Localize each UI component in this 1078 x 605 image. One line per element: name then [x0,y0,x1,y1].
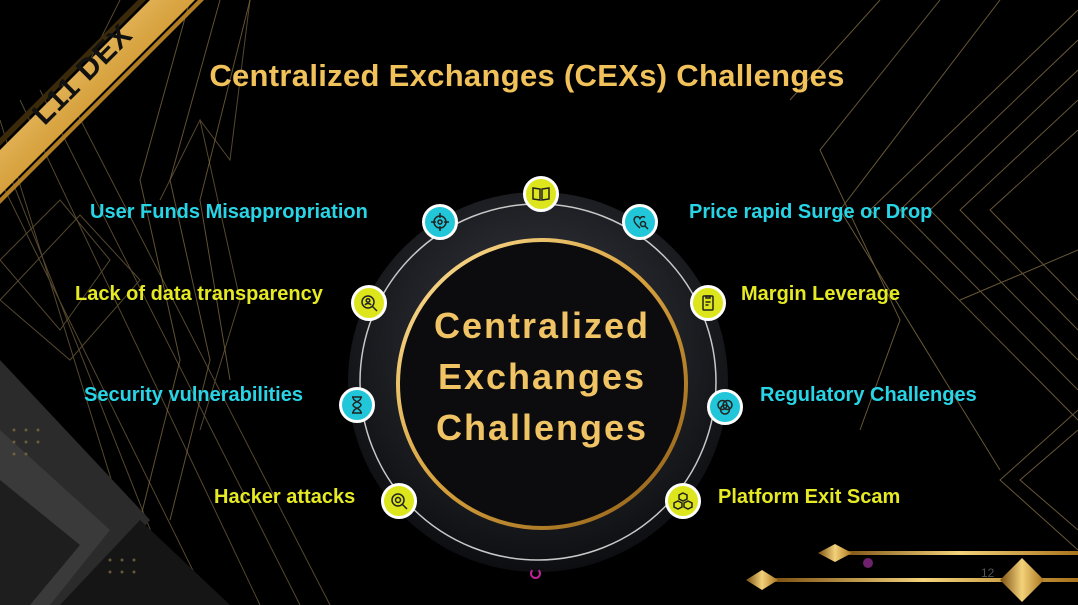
challenge-label-price-surge: Price rapid Surge or Drop [689,201,933,223]
decorative-mark [530,568,541,579]
book-icon [523,176,559,212]
page-number: 12 [981,566,995,580]
challenge-label-data-transparency: Lack of data transparency [75,283,323,305]
center-line-2: Exchanges [437,356,647,397]
center-line-3: Challenges [435,407,649,448]
challenge-label-exit-scam: Platform Exit Scam [718,486,901,508]
center-heading: Centralized Exchanges Challenges [399,300,685,453]
search-person-icon [351,285,387,321]
boxes-icon [665,483,701,519]
challenge-label-regulatory: Regulatory Challenges [760,384,977,406]
virus-search-icon [381,483,417,519]
center-line-1: Centralized [433,305,651,346]
heart-search-icon [622,204,658,240]
page-title: Centralized Exchanges (CEXs) Challenges [0,58,1078,94]
venn-icon [707,389,743,425]
challenge-label-security: Security vulnerabilities [84,384,303,406]
page-title-text: Centralized Exchanges (CEXs) Challenges [209,58,845,93]
challenge-label-hacker-attacks: Hacker attacks [214,486,356,508]
crosshair-icon [422,204,458,240]
hourglass-icon [339,387,375,423]
challenge-label-user-funds: User Funds Misappropriation [90,201,368,223]
challenge-label-margin-leverage: Margin Leverage [741,283,900,305]
clipboard-icon [690,285,726,321]
